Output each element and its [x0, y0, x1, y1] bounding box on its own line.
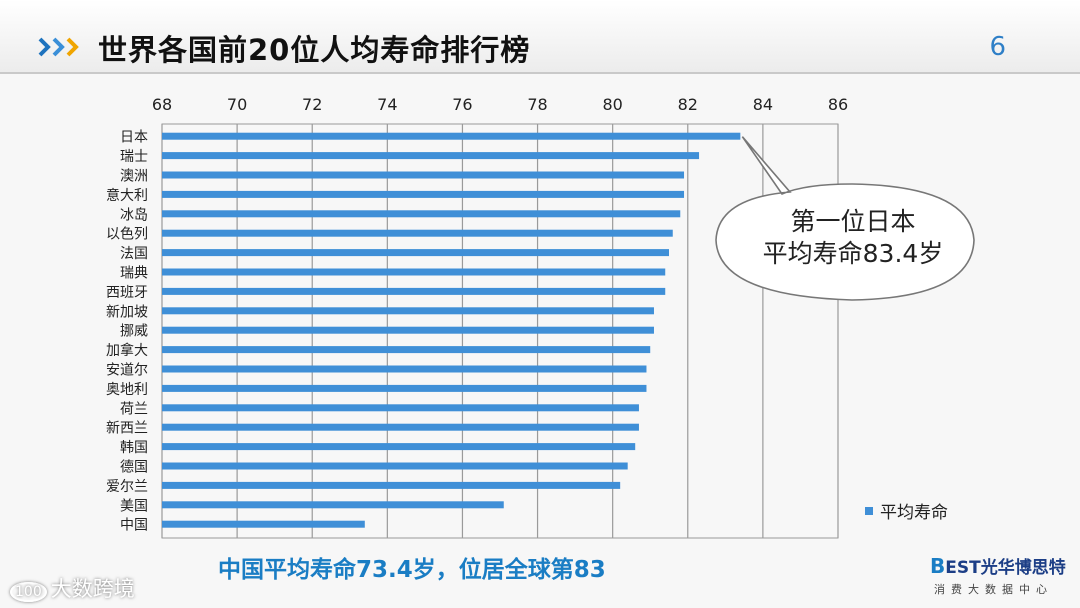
watermark-logo-icon: 100: [10, 582, 47, 602]
category-label: 瑞士: [120, 149, 148, 165]
watermark-text: 大数跨境: [50, 577, 135, 601]
brand-letter: B: [930, 554, 946, 578]
legend-swatch: [865, 507, 873, 515]
bar: [162, 132, 741, 140]
x-tick-label: 74: [377, 95, 397, 114]
bar: [162, 152, 700, 160]
bar: [162, 326, 654, 334]
x-tick-label: 72: [302, 95, 322, 114]
category-label: 安道尔: [106, 363, 148, 379]
bar: [162, 501, 504, 509]
bar: [162, 365, 647, 373]
bar: [162, 287, 666, 295]
category-label: 日本: [120, 130, 148, 146]
category-label: 瑞典: [120, 266, 148, 282]
bar: [162, 462, 628, 470]
callout-bubble: [715, 136, 975, 301]
category-label: 新加坡: [106, 304, 148, 320]
bar: [162, 520, 365, 528]
category-label: 爱尔兰: [106, 479, 148, 495]
x-tick-label: 78: [527, 95, 547, 114]
bar: [162, 346, 651, 354]
category-label: 西班牙: [106, 285, 148, 301]
bar: [162, 249, 669, 257]
x-tick-label: 76: [452, 95, 472, 114]
page-title: 世界各国前20位人均寿命排行榜: [98, 33, 531, 67]
x-tick-label: 70: [227, 95, 247, 114]
header-divider: [0, 72, 1080, 74]
brand-subtitle: 消费大数据中心: [934, 583, 1053, 596]
x-tick-label: 80: [602, 95, 622, 114]
category-label: 冰岛: [120, 207, 148, 223]
category-label: 美国: [120, 498, 148, 514]
category-label: 韩国: [120, 440, 148, 456]
bar: [162, 443, 636, 451]
bar: [162, 307, 654, 315]
bar: [162, 229, 673, 237]
category-label: 意大利: [106, 187, 148, 204]
callout-line-2: 平均寿命83.4岁: [762, 239, 944, 268]
callout-text: 第一位日本 平均寿命83.4岁: [734, 206, 972, 270]
category-label: 加拿大: [106, 342, 148, 359]
bar: [162, 404, 639, 412]
bar: [162, 268, 666, 276]
bar: [162, 423, 639, 431]
page-number: 6: [989, 32, 1006, 62]
bar: [162, 190, 685, 198]
category-label: 以色列: [106, 226, 148, 243]
chevrons-icon: [38, 37, 79, 57]
x-tick-label: 86: [828, 95, 848, 114]
category-label: 澳洲: [120, 169, 148, 185]
category-label: 挪威: [120, 324, 148, 340]
bar: [162, 171, 685, 179]
category-label: 荷兰: [120, 401, 148, 417]
brand-chinese-name: 光华博思特: [980, 558, 1066, 578]
bar: [162, 384, 647, 392]
legend-label: 平均寿命: [880, 503, 948, 523]
x-tick-label: 82: [678, 95, 698, 114]
category-label: 奥地利: [106, 381, 148, 398]
header-bar: [0, 0, 1080, 72]
footer-note: 中国平均寿命73.4岁，位居全球第83: [218, 557, 606, 583]
bar: [162, 481, 621, 489]
brand-est: EST: [945, 558, 981, 578]
watermark: 100 大数跨境: [10, 573, 135, 603]
category-label: 中国: [120, 518, 148, 534]
category-label: 法国: [120, 246, 148, 262]
callout-line-1: 第一位日本: [790, 207, 916, 236]
category-label: 新西兰: [106, 421, 148, 437]
bar: [162, 210, 681, 218]
x-tick-label: 84: [753, 95, 773, 114]
x-tick-label: 68: [152, 95, 172, 114]
brand-logo: BEST光华博思特 消费大数据中心: [930, 553, 1066, 597]
brand-name: BEST光华博思特: [930, 553, 1066, 578]
category-label: 德国: [120, 460, 148, 476]
